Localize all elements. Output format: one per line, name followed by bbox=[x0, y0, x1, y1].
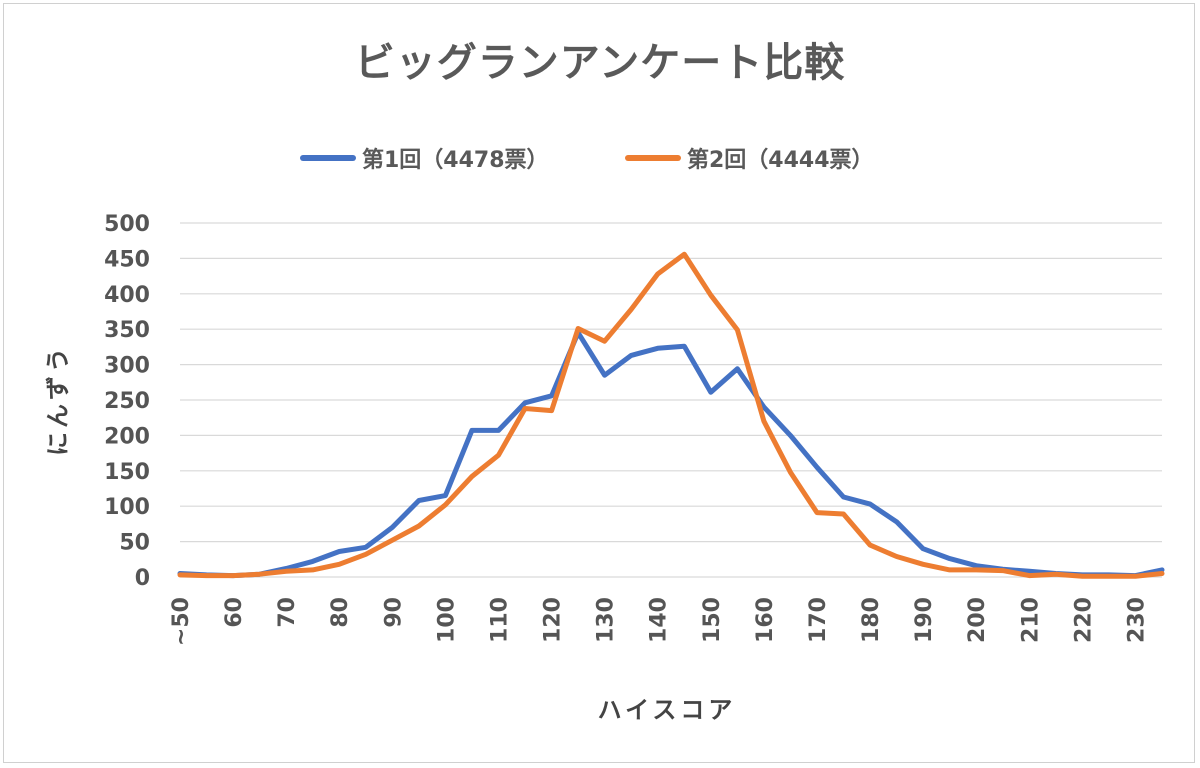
legend-label-series-1: 第1回（4478票） bbox=[362, 148, 549, 173]
series-line-2 bbox=[177, 251, 1165, 579]
y-axis-ticks: 0 50 100 150 200 250 300 350 400 450 500 bbox=[104, 212, 150, 591]
x-tick-label-15: 200 bbox=[965, 597, 990, 643]
x-tick-label-10: 150 bbox=[700, 597, 725, 643]
x-tick-label-8: 130 bbox=[594, 597, 619, 643]
chart-frame bbox=[3, 3, 1195, 763]
x-tick-label-14: 190 bbox=[912, 597, 937, 643]
x-tick-label-11: 160 bbox=[753, 597, 778, 643]
x-tick-label-1: 60 bbox=[222, 597, 247, 628]
x-tick-label-13: 180 bbox=[859, 597, 884, 643]
y-tick-label-50: 50 bbox=[119, 531, 150, 556]
y-tick-label-150: 150 bbox=[104, 460, 150, 485]
y-axis-label: にんずう bbox=[44, 344, 72, 456]
legend-item-series-1: 第1回（4478票） bbox=[300, 142, 549, 174]
y-tick-label-200: 200 bbox=[104, 424, 150, 449]
y-tick-label-450: 450 bbox=[104, 247, 150, 272]
x-tick-label-2: 70 bbox=[275, 597, 300, 628]
y-tick-label-250: 250 bbox=[104, 389, 150, 414]
legend-swatch-series-2 bbox=[625, 155, 681, 161]
x-tick-label-17: 220 bbox=[1071, 597, 1096, 643]
x-tick-label-18: 230 bbox=[1124, 597, 1149, 643]
legend-item-series-2: 第2回（4444票） bbox=[625, 142, 874, 174]
x-tick-label-4: 90 bbox=[381, 597, 406, 628]
x-tick-label-16: 210 bbox=[1018, 597, 1043, 643]
y-tick-label-100: 100 bbox=[104, 495, 150, 520]
x-axis-ticks: ~50 60 70 80 90 100 110 120 130 140 150 160 170 180 19… bbox=[169, 597, 1149, 646]
y-tick-label-0: 0 bbox=[135, 566, 150, 591]
x-tick-label-0: ~50 bbox=[169, 597, 194, 646]
x-tick-label-7: 120 bbox=[541, 597, 566, 643]
x-tick-label-6: 110 bbox=[487, 597, 512, 643]
chart-title: ビッグランアンケート比較 bbox=[354, 40, 846, 86]
y-tick-label-350: 350 bbox=[104, 318, 150, 343]
y-tick-label-400: 400 bbox=[104, 283, 150, 308]
x-tick-label-5: 100 bbox=[434, 597, 459, 643]
x-axis-label: ハイスコア bbox=[598, 696, 737, 724]
x-tick-label-9: 140 bbox=[647, 597, 672, 643]
series-line-1 bbox=[177, 330, 1165, 579]
legend-swatch-series-1 bbox=[300, 155, 356, 161]
y-tick-label-500: 500 bbox=[104, 212, 150, 237]
x-tick-label-3: 80 bbox=[328, 597, 353, 628]
y-tick-label-300: 300 bbox=[104, 354, 150, 379]
grid-layer bbox=[180, 222, 1162, 578]
x-tick-label-12: 170 bbox=[806, 597, 831, 643]
legend-label-series-2: 第2回（4444票） bbox=[687, 148, 874, 173]
chart-legend: 第1回（4478票） 第2回（4444票） bbox=[0, 142, 1200, 178]
series-layer bbox=[177, 251, 1165, 579]
